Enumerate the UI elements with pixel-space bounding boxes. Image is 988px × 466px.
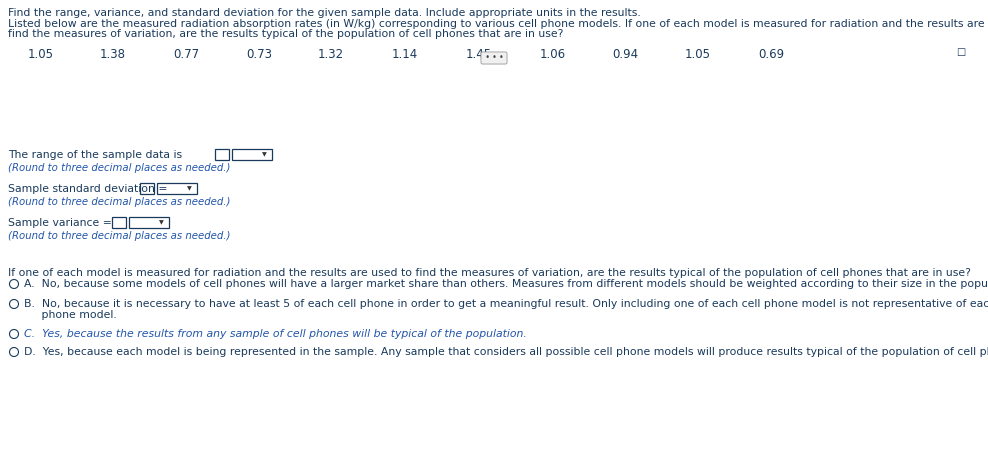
FancyBboxPatch shape xyxy=(129,217,169,228)
Text: □: □ xyxy=(956,47,965,57)
Text: 0.94: 0.94 xyxy=(612,48,638,61)
Text: The range of the sample data is: The range of the sample data is xyxy=(8,150,182,160)
FancyBboxPatch shape xyxy=(140,183,154,194)
Text: 0.77: 0.77 xyxy=(173,48,200,61)
Text: If one of each model is measured for radiation and the results are used to find : If one of each model is measured for rad… xyxy=(8,268,971,278)
Text: 1.14: 1.14 xyxy=(392,48,418,61)
Text: Sample variance =: Sample variance = xyxy=(8,218,112,228)
FancyBboxPatch shape xyxy=(232,149,272,160)
Text: (Round to three decimal places as needed.): (Round to three decimal places as needed… xyxy=(8,163,230,173)
Text: find the measures of variation, are the results typical of the population of cel: find the measures of variation, are the … xyxy=(8,29,563,39)
Text: ▼: ▼ xyxy=(187,186,192,191)
Text: 0.69: 0.69 xyxy=(758,48,784,61)
FancyBboxPatch shape xyxy=(157,183,197,194)
Text: • • •: • • • xyxy=(482,54,506,62)
FancyBboxPatch shape xyxy=(112,217,126,228)
Text: 0.73: 0.73 xyxy=(246,48,272,61)
Text: 1.38: 1.38 xyxy=(100,48,126,61)
Text: Listed below are the measured radiation absorption rates (in W/kg) corresponding: Listed below are the measured radiation … xyxy=(8,19,988,29)
Text: (Round to three decimal places as needed.): (Round to three decimal places as needed… xyxy=(8,197,230,207)
Text: Find the range, variance, and standard deviation for the given sample data. Incl: Find the range, variance, and standard d… xyxy=(8,8,641,18)
Text: 1.05: 1.05 xyxy=(685,48,711,61)
Text: C.  Yes, because the results from any sample of cell phones will be typical of t: C. Yes, because the results from any sam… xyxy=(24,329,527,339)
Text: phone model.: phone model. xyxy=(24,310,117,320)
Text: ▼: ▼ xyxy=(159,220,163,225)
Text: B.  No, because it is necessary to have at least 5 of each cell phone in order t: B. No, because it is necessary to have a… xyxy=(24,299,988,309)
Text: 1.32: 1.32 xyxy=(318,48,344,61)
Text: Sample standard deviation =: Sample standard deviation = xyxy=(8,184,168,194)
Text: 1.06: 1.06 xyxy=(540,48,566,61)
Text: ▼: ▼ xyxy=(262,152,267,157)
Text: 1.05: 1.05 xyxy=(28,48,54,61)
Text: (Round to three decimal places as needed.): (Round to three decimal places as needed… xyxy=(8,231,230,241)
Text: A.  No, because some models of cell phones will have a larger market share than : A. No, because some models of cell phone… xyxy=(24,279,988,289)
Text: 1.45: 1.45 xyxy=(466,48,492,61)
FancyBboxPatch shape xyxy=(215,149,229,160)
Text: D.  Yes, because each model is being represented in the sample. Any sample that : D. Yes, because each model is being repr… xyxy=(24,347,988,357)
